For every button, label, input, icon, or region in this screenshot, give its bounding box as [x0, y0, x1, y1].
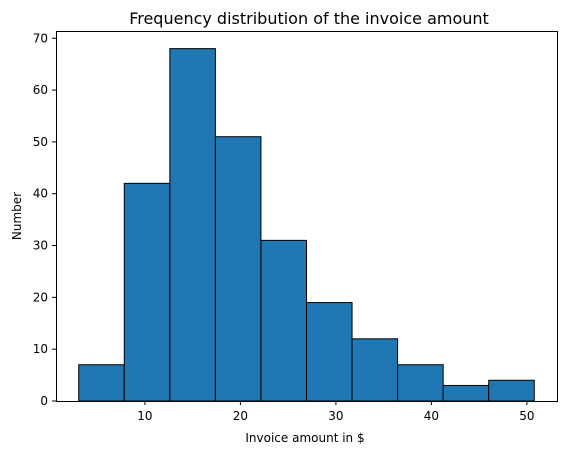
- x-tick-label: 10: [137, 409, 152, 423]
- histogram-bar: [169, 48, 216, 402]
- bars-group: [78, 48, 535, 402]
- plot-frame: [56, 31, 558, 402]
- chart-title: Frequency distribution of the invoice am…: [129, 9, 489, 28]
- x-tick-label: 30: [328, 409, 343, 423]
- x-axis-ticks: 10 20 30 40 50: [137, 401, 535, 423]
- histogram-bar: [351, 338, 399, 402]
- y-axis-label: Number: [10, 192, 24, 240]
- y-tick-label: 20: [33, 290, 48, 304]
- y-tick-label: 10: [33, 342, 48, 356]
- histogram-bar: [442, 384, 490, 402]
- y-tick-label: 60: [33, 83, 48, 97]
- histogram-bar: [488, 379, 535, 402]
- y-tick-label: 40: [33, 187, 48, 201]
- x-tick-label: 20: [233, 409, 248, 423]
- y-tick-label: 0: [40, 394, 48, 408]
- y-tick-label: 70: [33, 31, 48, 45]
- histogram-bar: [123, 182, 171, 402]
- histogram-bar: [78, 364, 125, 402]
- histogram-bar: [397, 364, 444, 402]
- x-tick-label: 50: [519, 409, 534, 423]
- y-tick-label: 50: [33, 135, 48, 149]
- x-axis-label: Invoice amount in $: [245, 431, 364, 445]
- y-tick-label: 30: [33, 239, 48, 253]
- y-axis-ticks: 0 10 20 30 40 50 60 70: [33, 31, 56, 408]
- histogram-bar: [214, 136, 262, 402]
- histogram-bar: [306, 302, 353, 402]
- histogram-bar: [260, 239, 308, 402]
- x-tick-label: 40: [424, 409, 439, 423]
